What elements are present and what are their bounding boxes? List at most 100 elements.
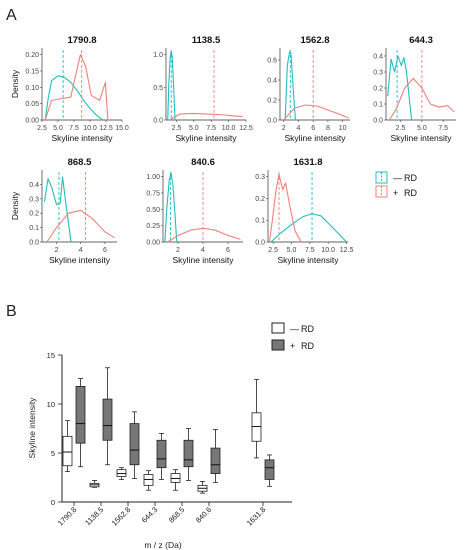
box-minus-644.3 [143,470,154,491]
density-panel-7: 1631.8 0.0 0.1 0.2 0.3 2.5 5.0 7.5 10.0 12.5Skyli… [255,157,353,265]
box-x-tick-label: 840.6 [194,505,214,525]
box-minus-868.5 [170,469,181,491]
y-tick-label: 1.00 [146,174,160,181]
legend-a: — RD + RD [375,171,417,198]
density-curve-minus [387,55,413,121]
y-tick-label: 0.0 [255,240,265,247]
box-y-ticks: 0 5 10 15 [47,351,62,507]
y-tick-label: 0.20 [25,52,39,59]
box-body [129,423,140,466]
legend-b-minus-swatch [271,322,285,334]
legend-b-plus-swatch [271,339,285,351]
x-tick-label: 7.5 [305,247,315,254]
box-x-label: m / z (Da) [144,540,181,550]
y-tick-label: 0.25 [146,223,160,230]
x-axis-label: Skyline intensity [176,133,238,143]
box-y-label: Skyline intensity [27,397,37,459]
legend-a-minus-sign: — [393,173,402,183]
x-tick-label: 12.5 [239,125,253,132]
y-tick-label: 0.4 [29,182,39,189]
panel-title: 1562.8 [300,35,329,46]
y-tick-label: 0.00 [146,240,160,247]
y-tick-label: 0.1 [373,102,383,109]
density-curve-plus [283,104,349,121]
panel-title: 644.3 [409,35,433,46]
legend-a-plus-text: RD [404,188,417,198]
y-tick-label: 0.4 [267,78,277,85]
box-plus-840.6 [210,429,221,483]
x-axis-label: Skyline intensity [52,133,114,143]
box-x-tick-label: 644.3 [140,505,160,525]
x-tick-label: 12.5 [340,247,354,254]
x-axis-label: Skyline intensity [285,133,347,143]
x-tick-label: 6 [103,247,107,254]
legend-a-minus-key: — RD [375,171,417,184]
box-plus-1562.8 [129,411,140,479]
x-tick-label: 10.0 [83,125,97,132]
x-tick-label: 8 [326,125,330,132]
box-x-tick-label: 1631.8 [245,505,268,528]
legend-b: — RD + RD [271,322,314,351]
panel-a-label: A [6,7,17,24]
y-tick-label: 0.0 [153,118,163,125]
x-tick-label: 5.0 [53,125,63,132]
x-tick-label: 7.5 [69,125,79,132]
legend-b-minus-sign: — [290,324,299,334]
y-tick-label: 0.00 [25,118,39,125]
y-tick-label: 0.1 [29,225,39,232]
panel-title: 868.5 [68,157,92,168]
box-body [183,439,194,468]
panel-b-label: B [6,303,17,320]
x-tick-label: 2.5 [37,125,47,132]
x-tick-label: 6 [226,247,230,254]
legend-b-minus-text: RD [301,324,314,334]
y-tick-label: 0.15 [25,68,39,75]
box-x-tick-label: 1562.8 [110,505,133,528]
density-panels: 1790.80.000.050.100.150.202.5 5.0 7.5 10.0 1… [10,35,456,265]
box-y-tick-label: 15 [47,351,55,360]
box-body [210,447,221,474]
legend-a-minus-text: RD [404,173,417,183]
density-panel-2: 1138.5 0.0 0.5 1.0 2.5 5.0 7.5 10.0 12.5Skyline … [153,35,253,143]
y-tick-label: 0.3 [255,174,265,181]
y-tick-label: 0.0 [267,118,277,125]
x-tick-label: 7.5 [206,125,216,132]
y-axis-label: Density [10,191,20,220]
box-plus-1631.8 [264,454,275,487]
box-plus-1138.5 [102,367,113,466]
box-plus-644.3 [156,432,167,480]
x-tick-label: 2 [282,125,286,132]
x-tick-label: 2.5 [396,125,406,132]
y-tick-label: 0.10 [25,85,39,92]
x-tick-label: 5.0 [189,125,199,132]
y-tick-label: 0.4 [373,54,383,61]
box-minus-840.6 [197,481,208,494]
legend-b-plus-text: RD [301,341,314,351]
legend-a-plus-key: + RD [375,185,417,198]
x-tick-label: 10 [339,125,347,132]
y-tick-label: 1.0 [153,52,163,59]
density-curve-minus [43,176,72,243]
y-tick-label: 0.50 [146,207,160,214]
density-curve-plus [44,53,109,121]
box-body [62,435,73,467]
x-tick-label: 4 [79,247,83,254]
y-tick-label: 0.2 [373,86,383,93]
y-tick-label: 0.0 [29,240,39,247]
x-tick-label: 6 [311,125,315,132]
box-panel: 0 5 10 15 1790.8 1138.5 1562.8 644.3 868.5 840.6… [27,351,292,550]
panel-title: 1138.5 [192,35,221,46]
legend-b-plus-sign: + [290,341,295,351]
panel-title: 840.6 [191,157,215,168]
box-body [156,439,167,469]
legend-a-plus-sign: + [393,188,398,198]
density-curve-minus [164,172,178,243]
density-curve-minus [270,213,347,243]
x-tick-label: 5.0 [287,247,297,254]
x-axis-label: Skyline intensity [278,255,340,265]
